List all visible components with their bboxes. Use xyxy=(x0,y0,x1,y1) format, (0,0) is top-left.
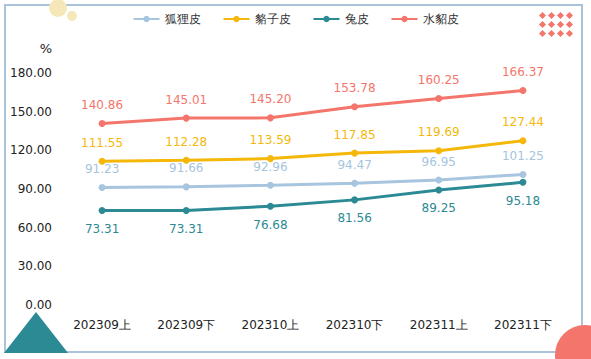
svg-text:111.55: 111.55 xyxy=(81,136,123,150)
svg-text:96.95: 96.95 xyxy=(422,155,456,169)
svg-text:150.00: 150.00 xyxy=(10,105,52,119)
svg-text:60.00: 60.00 xyxy=(18,221,52,235)
svg-text:140.86: 140.86 xyxy=(81,98,123,112)
svg-text:120.00: 120.00 xyxy=(10,143,52,157)
svg-text:90.00: 90.00 xyxy=(18,182,52,196)
svg-text:91.23: 91.23 xyxy=(85,162,119,176)
svg-text:202309下: 202309下 xyxy=(157,318,215,332)
svg-text:127.44: 127.44 xyxy=(502,115,544,129)
svg-text:95.18: 95.18 xyxy=(506,194,540,208)
svg-text:153.78: 153.78 xyxy=(334,81,376,95)
svg-text:94.47: 94.47 xyxy=(337,158,371,172)
svg-text:91.66: 91.66 xyxy=(169,161,203,175)
svg-text:202309上: 202309上 xyxy=(73,318,131,332)
svg-text:180.00: 180.00 xyxy=(10,66,52,80)
svg-text:112.28: 112.28 xyxy=(165,135,207,149)
svg-text:76.68: 76.68 xyxy=(253,218,287,232)
svg-text:89.25: 89.25 xyxy=(422,201,456,215)
svg-text:73.31: 73.31 xyxy=(169,222,203,236)
svg-text:202311下: 202311下 xyxy=(494,318,552,332)
svg-text:73.31: 73.31 xyxy=(85,222,119,236)
svg-text:水貂皮: 水貂皮 xyxy=(423,12,459,26)
svg-text:160.25: 160.25 xyxy=(418,73,460,87)
svg-text:117.85: 117.85 xyxy=(334,128,376,142)
svg-text:92.96: 92.96 xyxy=(253,160,287,174)
svg-text:113.59: 113.59 xyxy=(249,133,291,147)
svg-text:0.00: 0.00 xyxy=(25,298,52,312)
svg-text:狐狸皮: 狐狸皮 xyxy=(165,12,201,26)
svg-text:81.56: 81.56 xyxy=(337,211,371,225)
svg-text:兔皮: 兔皮 xyxy=(345,12,369,26)
svg-text:101.25: 101.25 xyxy=(502,149,544,163)
svg-text:166.37: 166.37 xyxy=(502,65,544,79)
svg-text:202310上: 202310上 xyxy=(242,318,300,332)
svg-text:貉子皮: 貉子皮 xyxy=(255,12,291,26)
svg-text:145.01: 145.01 xyxy=(165,93,207,107)
svg-text:%: % xyxy=(40,41,52,56)
svg-text:119.69: 119.69 xyxy=(418,125,460,139)
svg-text:202310下: 202310下 xyxy=(326,318,384,332)
svg-text:202311上: 202311上 xyxy=(410,318,468,332)
svg-text:145.20: 145.20 xyxy=(249,92,291,106)
svg-text:30.00: 30.00 xyxy=(18,259,52,273)
